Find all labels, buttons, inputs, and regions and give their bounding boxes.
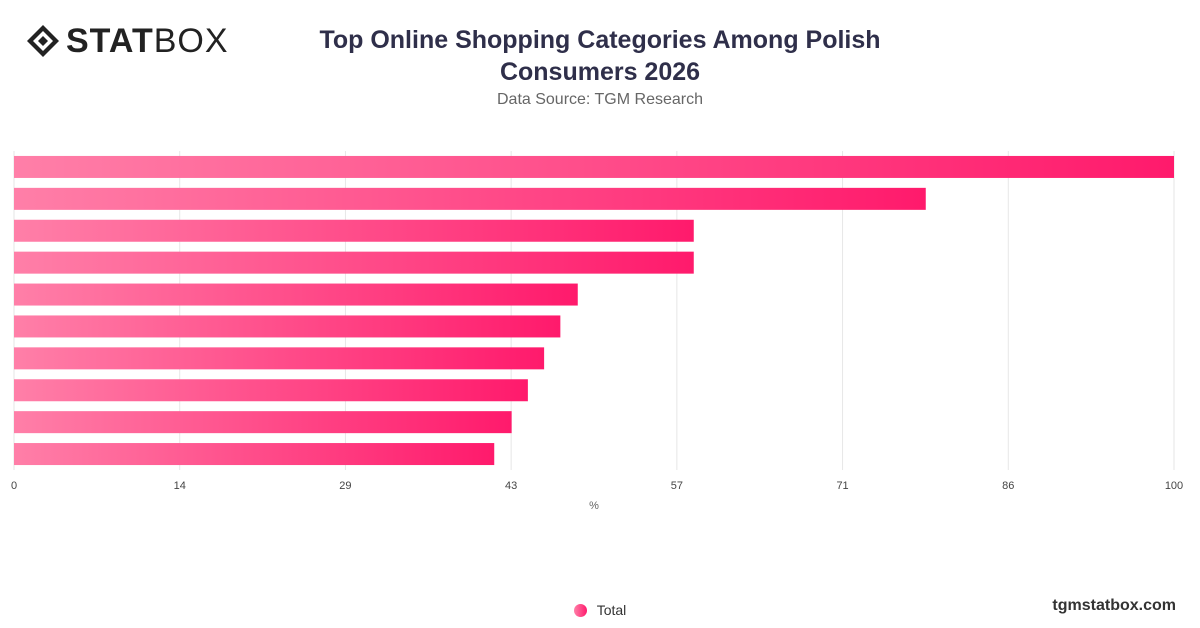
legend[interactable]: Total <box>0 602 1200 618</box>
logo-text: STATBOX <box>66 22 229 60</box>
bar-10[interactable] <box>14 443 495 466</box>
bar-1[interactable] <box>14 155 1174 178</box>
source-credit: tgmstatbox.com <box>1052 597 1176 614</box>
x-tick-label: 57 <box>671 480 683 492</box>
chart-subtitle: Data Source: TGM Research <box>496 91 703 108</box>
x-tick-label: 14 <box>174 480 186 492</box>
bar-2[interactable] <box>14 187 926 210</box>
x-axis-label: % <box>589 500 599 512</box>
x-tick-label: 71 <box>836 480 848 492</box>
x-tick-label: 0 <box>11 480 17 492</box>
chart-title: Top Online Shopping Categories Among Pol… <box>319 26 881 86</box>
bar-7[interactable] <box>14 347 545 370</box>
legend-label: Total <box>596 602 627 618</box>
diamond-logo-icon <box>27 25 59 57</box>
bar-3[interactable] <box>14 219 694 242</box>
bar-8[interactable] <box>14 379 528 402</box>
x-tick-label: 29 <box>339 480 351 492</box>
statbox-logo: STATBOX <box>26 22 229 60</box>
bar-5[interactable] <box>14 283 578 306</box>
x-tick-label: 86 <box>1002 480 1014 492</box>
x-tick-label: 43 <box>505 480 517 492</box>
bar-4[interactable] <box>14 251 694 274</box>
bar-6[interactable] <box>14 315 561 338</box>
bar-9[interactable] <box>14 411 512 434</box>
x-tick-label: 100 <box>1165 480 1183 492</box>
legend-marker <box>573 603 587 617</box>
